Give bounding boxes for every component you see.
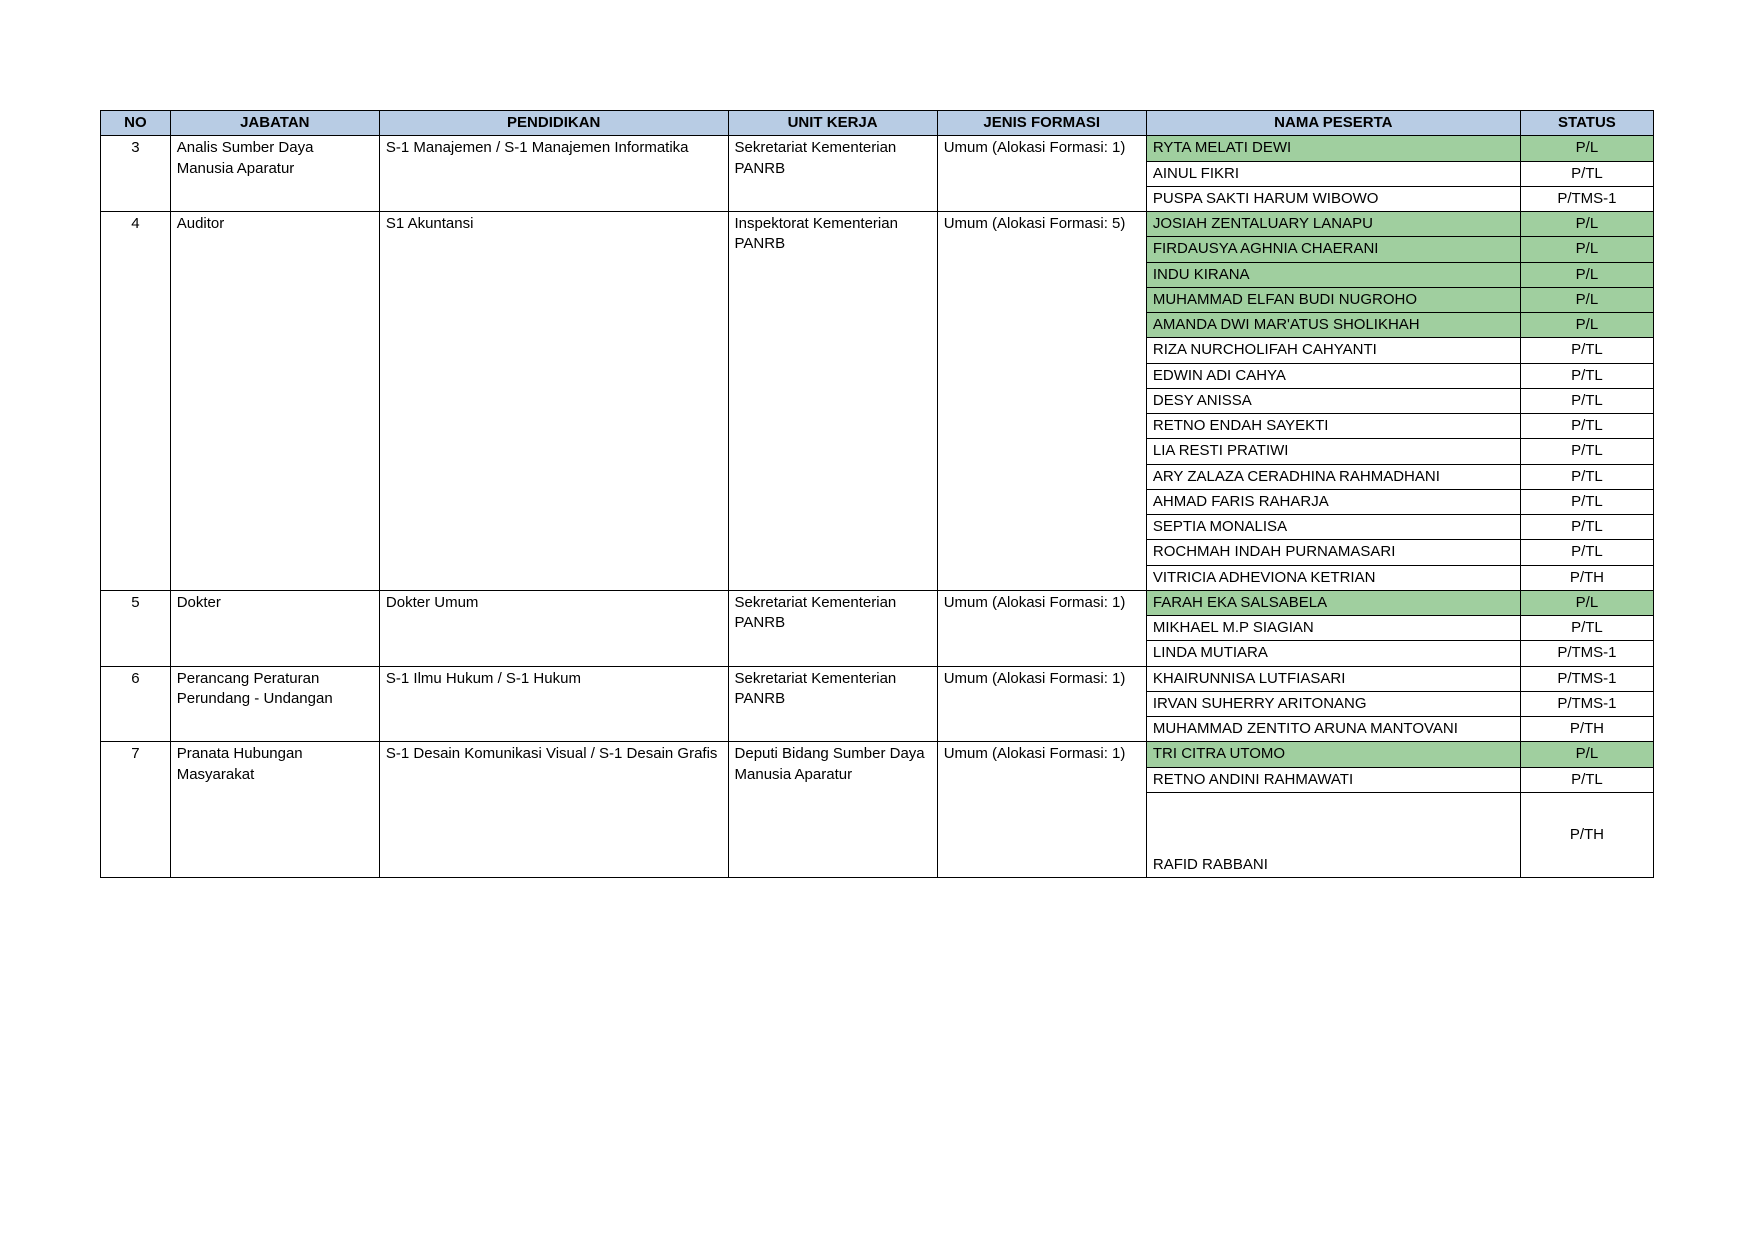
cell-nama-peserta: MUHAMMAD ELFAN BUDI NUGROHO xyxy=(1146,287,1520,312)
cell-jenis-formasi: Umum (Alokasi Formasi: 1) xyxy=(937,136,1146,212)
cell-pendidikan: S-1 Manajemen / S-1 Manajemen Informatik… xyxy=(379,136,728,212)
cell-no: 4 xyxy=(101,212,171,591)
cell-jabatan: Auditor xyxy=(170,212,379,591)
cell-nama-peserta: AINUL FIKRI xyxy=(1146,161,1520,186)
cell-status: P/L xyxy=(1520,590,1653,615)
cell-status: P/TL xyxy=(1520,363,1653,388)
cell-nama-peserta: PUSPA SAKTI HARUM WIBOWO xyxy=(1146,186,1520,211)
cell-nama-peserta: AHMAD FARIS RAHARJA xyxy=(1146,489,1520,514)
cell-nama-peserta: KHAIRUNNISA LUTFIASARI xyxy=(1146,666,1520,691)
formasi-table: NO JABATAN PENDIDIKAN UNIT KERJA JENIS F… xyxy=(100,110,1654,878)
cell-status: P/TL xyxy=(1520,414,1653,439)
cell-status: P/L xyxy=(1520,742,1653,767)
cell-no: 6 xyxy=(101,666,171,742)
cell-jenis-formasi: Umum (Alokasi Formasi: 1) xyxy=(937,590,1146,666)
table-row: 5DokterDokter UmumSekretariat Kementeria… xyxy=(101,590,1654,615)
cell-no: 3 xyxy=(101,136,171,212)
cell-unit-kerja: Sekretariat Kementerian PANRB xyxy=(728,136,937,212)
cell-nama-peserta: TRI CITRA UTOMO xyxy=(1146,742,1520,767)
cell-status: P/TL xyxy=(1520,767,1653,792)
cell-nama-peserta: RETNO ANDINI RAHMAWATI xyxy=(1146,767,1520,792)
cell-status: P/TMS-1 xyxy=(1520,186,1653,211)
cell-status: P/TMS-1 xyxy=(1520,691,1653,716)
cell-nama-peserta: IRVAN SUHERRY ARITONANG xyxy=(1146,691,1520,716)
cell-nama-peserta: RYTA MELATI DEWI xyxy=(1146,136,1520,161)
cell-no: 5 xyxy=(101,590,171,666)
cell-status: P/TL xyxy=(1520,464,1653,489)
cell-nama-peserta: LIA RESTI PRATIWI xyxy=(1146,439,1520,464)
cell-status: P/TL xyxy=(1520,515,1653,540)
cell-status: P/TL xyxy=(1520,616,1653,641)
cell-pendidikan: S-1 Ilmu Hukum / S-1 Hukum xyxy=(379,666,728,742)
table-row: 7Pranata Hubungan MasyarakatS-1 Desain K… xyxy=(101,742,1654,767)
cell-jenis-formasi: Umum (Alokasi Formasi: 5) xyxy=(937,212,1146,591)
cell-nama-peserta: MUHAMMAD ZENTITO ARUNA MANTOVANI xyxy=(1146,717,1520,742)
cell-nama-peserta: FIRDAUSYA AGHNIA CHAERANI xyxy=(1146,237,1520,262)
cell-nama-peserta: RIZA NURCHOLIFAH CAHYANTI xyxy=(1146,338,1520,363)
cell-pendidikan: S1 Akuntansi xyxy=(379,212,728,591)
cell-status: P/TL xyxy=(1520,161,1653,186)
cell-status: P/L xyxy=(1520,237,1653,262)
cell-nama-peserta: INDU KIRANA xyxy=(1146,262,1520,287)
cell-nama-peserta: SEPTIA MONALISA xyxy=(1146,515,1520,540)
cell-pendidikan: Dokter Umum xyxy=(379,590,728,666)
table-body: 3Analis Sumber Daya Manusia AparaturS-1 … xyxy=(101,136,1654,878)
cell-unit-kerja: Sekretariat Kementerian PANRB xyxy=(728,666,937,742)
cell-nama-peserta: AMANDA DWI MAR'ATUS SHOLIKHAH xyxy=(1146,313,1520,338)
cell-no: 7 xyxy=(101,742,171,878)
cell-status: P/TL xyxy=(1520,439,1653,464)
document-page: NO JABATAN PENDIDIKAN UNIT KERJA JENIS F… xyxy=(0,0,1754,1241)
cell-unit-kerja: Deputi Bidang Sumber Daya Manusia Aparat… xyxy=(728,742,937,878)
cell-jenis-formasi: Umum (Alokasi Formasi: 1) xyxy=(937,666,1146,742)
cell-jenis-formasi: Umum (Alokasi Formasi: 1) xyxy=(937,742,1146,878)
cell-status: P/L xyxy=(1520,212,1653,237)
cell-nama-peserta: LINDA MUTIARA xyxy=(1146,641,1520,666)
cell-pendidikan: S-1 Desain Komunikasi Visual / S-1 Desai… xyxy=(379,742,728,878)
table-header: NO JABATAN PENDIDIKAN UNIT KERJA JENIS F… xyxy=(101,111,1654,136)
cell-jabatan: Analis Sumber Daya Manusia Aparatur xyxy=(170,136,379,212)
header-no: NO xyxy=(101,111,171,136)
header-unit-kerja: UNIT KERJA xyxy=(728,111,937,136)
header-nama-peserta: NAMA PESERTA xyxy=(1146,111,1520,136)
cell-nama-peserta: JOSIAH ZENTALUARY LANAPU xyxy=(1146,212,1520,237)
cell-status: P/L xyxy=(1520,262,1653,287)
cell-jabatan: Dokter xyxy=(170,590,379,666)
cell-nama-peserta: DESY ANISSA xyxy=(1146,388,1520,413)
table-row: 3Analis Sumber Daya Manusia AparaturS-1 … xyxy=(101,136,1654,161)
cell-nama-peserta: EDWIN ADI CAHYA xyxy=(1146,363,1520,388)
cell-unit-kerja: Inspektorat Kementerian PANRB xyxy=(728,212,937,591)
header-jenis-formasi: JENIS FORMASI xyxy=(937,111,1146,136)
cell-nama-peserta: RAFID RABBANI xyxy=(1146,792,1520,877)
cell-status: P/TH xyxy=(1520,717,1653,742)
table-row: 6Perancang Peraturan Perundang - Undanga… xyxy=(101,666,1654,691)
cell-unit-kerja: Sekretariat Kementerian PANRB xyxy=(728,590,937,666)
cell-nama-peserta: FARAH EKA SALSABELA xyxy=(1146,590,1520,615)
cell-status: P/L xyxy=(1520,287,1653,312)
cell-status: P/L xyxy=(1520,313,1653,338)
cell-jabatan: Pranata Hubungan Masyarakat xyxy=(170,742,379,878)
cell-jabatan: Perancang Peraturan Perundang - Undangan xyxy=(170,666,379,742)
cell-nama-peserta: VITRICIA ADHEVIONA KETRIAN xyxy=(1146,565,1520,590)
cell-status: P/L xyxy=(1520,136,1653,161)
cell-status: P/TMS-1 xyxy=(1520,666,1653,691)
cell-nama-peserta: RETNO ENDAH SAYEKTI xyxy=(1146,414,1520,439)
header-jabatan: JABATAN xyxy=(170,111,379,136)
header-pendidikan: PENDIDIKAN xyxy=(379,111,728,136)
cell-nama-peserta: ROCHMAH INDAH PURNAMASARI xyxy=(1146,540,1520,565)
cell-status: P/TH xyxy=(1520,565,1653,590)
cell-status: P/TH xyxy=(1520,792,1653,877)
cell-status: P/TL xyxy=(1520,540,1653,565)
cell-nama-peserta: ARY ZALAZA CERADHINA RAHMADHANI xyxy=(1146,464,1520,489)
cell-nama-peserta: MIKHAEL M.P SIAGIAN xyxy=(1146,616,1520,641)
cell-status: P/TL xyxy=(1520,489,1653,514)
header-status: STATUS xyxy=(1520,111,1653,136)
cell-status: P/TL xyxy=(1520,338,1653,363)
cell-status: P/TL xyxy=(1520,388,1653,413)
cell-status: P/TMS-1 xyxy=(1520,641,1653,666)
table-row: 4AuditorS1 AkuntansiInspektorat Kementer… xyxy=(101,212,1654,237)
